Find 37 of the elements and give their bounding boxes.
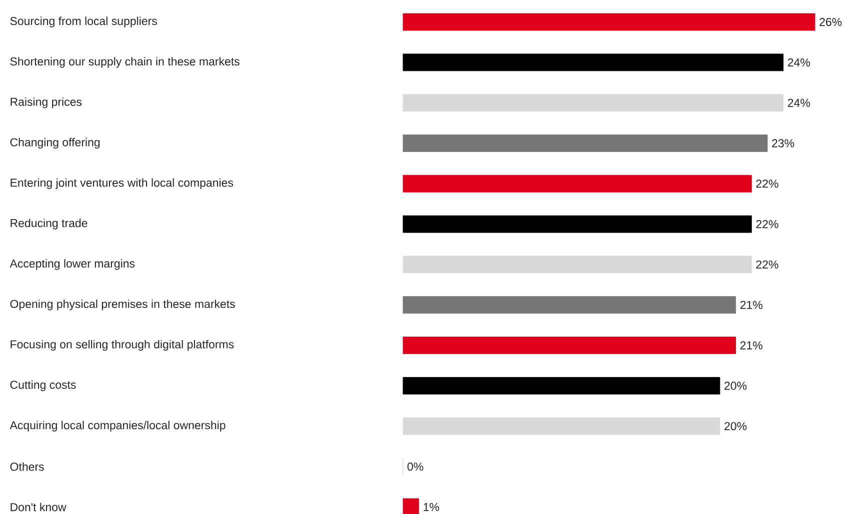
bar xyxy=(402,256,752,274)
data-label: 26% xyxy=(820,18,842,26)
y-tick-label: Raising prices xyxy=(10,97,82,108)
bar xyxy=(402,134,768,152)
bar xyxy=(402,417,720,435)
data-label: 1% xyxy=(424,502,440,512)
bar xyxy=(402,94,784,112)
y-tick-label: Cutting costs xyxy=(10,380,76,392)
data-label: 0% xyxy=(407,462,424,471)
data-label: 22% xyxy=(756,180,778,188)
y-tick-label: Acquiring local companies/local ownership xyxy=(10,420,226,432)
y-tick-label: Reducing trade xyxy=(10,218,88,230)
data-label: 20% xyxy=(724,382,747,390)
y-tick-label: Changing offering xyxy=(10,138,100,149)
data-label: 23% xyxy=(772,139,794,148)
data-label: 21% xyxy=(740,341,762,350)
data-label: 22% xyxy=(756,220,778,228)
y-tick-label: Opening physical premises in these markets xyxy=(10,300,235,310)
data-label: 22% xyxy=(756,260,778,269)
data-label: 20% xyxy=(724,422,747,430)
bar xyxy=(402,377,720,394)
bar xyxy=(402,174,752,192)
y-tick-label: Sourcing from local suppliers xyxy=(10,16,157,28)
bar xyxy=(402,13,816,31)
data-label: 24% xyxy=(788,98,810,107)
bar xyxy=(402,296,736,314)
y-tick-label: Entering joint ventures with local companies xyxy=(10,178,234,190)
y-tick-label: Accepting lower margins xyxy=(10,259,135,270)
data-label: 21% xyxy=(740,300,762,309)
y-tick-label: Focusing on selling through digital platforms xyxy=(10,340,234,351)
data-label: 24% xyxy=(788,58,810,66)
y-tick-label: Others xyxy=(10,462,44,471)
bar xyxy=(402,336,736,354)
y-tick-label: Shortening our supply chain in these markets xyxy=(10,57,240,68)
y-tick-label: Don't know xyxy=(10,502,66,512)
bar xyxy=(402,215,752,233)
bar xyxy=(402,54,784,72)
